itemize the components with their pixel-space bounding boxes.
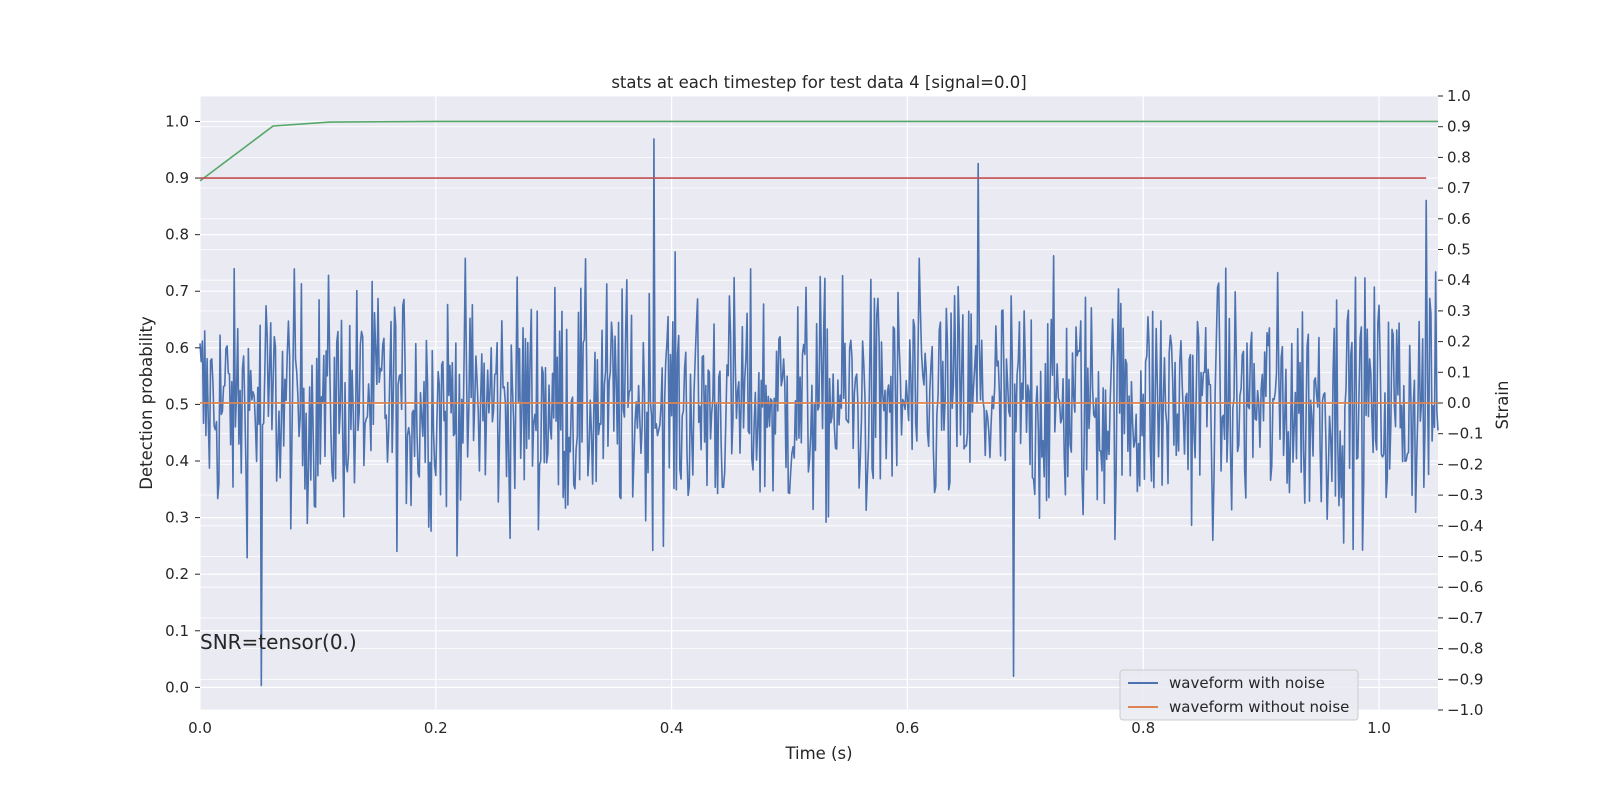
y-right-tick-label: −0.3 <box>1447 486 1483 504</box>
legend-box <box>1119 669 1359 721</box>
y-right-tick-label: 0.0 <box>1447 394 1471 412</box>
y-right-tick-label: 0.5 <box>1447 241 1471 259</box>
series-layer <box>199 120 1439 687</box>
y-left-tick-label: 0.7 <box>165 282 189 300</box>
x-axis-label: Time (s) <box>784 744 852 763</box>
y-right-tick-label: −0.1 <box>1447 425 1483 443</box>
y-right-tick-label: −0.6 <box>1447 578 1483 596</box>
y-left-tick-label: 0.2 <box>165 565 189 583</box>
y-right-tick-label: −0.2 <box>1447 455 1483 473</box>
y-left-tick-label: 1.0 <box>165 112 189 130</box>
y-right-tick-label: 0.4 <box>1447 271 1471 289</box>
y-right-tick-label: −0.5 <box>1447 548 1483 566</box>
y-right-tick-label: 0.6 <box>1447 210 1471 228</box>
y-right-tick-label: −0.8 <box>1447 640 1483 658</box>
series-detection-probability <box>199 120 1438 182</box>
y-left-tick-label: 0.9 <box>165 169 189 187</box>
x-tick-label: 0.8 <box>1131 719 1155 737</box>
y-left-tick-label: 0.8 <box>165 226 189 244</box>
y-left-tick-label: 0.1 <box>165 622 189 640</box>
y-right-tick-label: 1.0 <box>1447 87 1471 105</box>
snr-annotation: SNR=tensor(0.) <box>200 630 357 654</box>
chart-title: stats at each timestep for test data 4 [… <box>611 73 1026 92</box>
y-right-tick-label: 0.3 <box>1447 302 1471 320</box>
y-axis-left-label: Detection probability <box>137 316 156 490</box>
y-left-tick-label: 0.6 <box>165 339 189 357</box>
legend: waveform with noise waveform without noi… <box>1119 669 1359 721</box>
x-tick-label: 0.2 <box>424 719 448 737</box>
legend-entry-noise: waveform with noise <box>1169 674 1325 692</box>
y-right-tick-label: 0.2 <box>1447 333 1471 351</box>
y-right-tick-label: −0.7 <box>1447 609 1483 627</box>
y-axis-right: −1.0 −0.9 −0.8 −0.7 −0.6 −0.5 −0.4 −0.3 −0.2 −0.1… <box>1438 87 1483 719</box>
x-tick-label: 1.0 <box>1367 719 1391 737</box>
y-left-tick-label: 0.3 <box>165 509 189 527</box>
y-left-tick-label: 0.5 <box>165 395 189 413</box>
y-right-tick-label: 0.9 <box>1447 118 1471 136</box>
y-right-tick-label: −1.0 <box>1447 701 1483 719</box>
x-tick-label: 0.4 <box>660 719 684 737</box>
y-right-tick-label: 0.8 <box>1447 148 1471 166</box>
y-left-tick-label: 0.0 <box>165 678 189 696</box>
x-axis: 0.0 0.2 0.4 0.6 0.8 1.0 <box>188 719 1391 737</box>
y-axis-right-label: Strain <box>1493 381 1512 430</box>
y-axis-left: 0.0 0.1 0.2 0.3 0.4 0.5 0.6 0.7 0.8 0.9 1.0 <box>165 112 200 696</box>
x-tick-label: 0.0 <box>188 719 212 737</box>
y-right-tick-label: 0.7 <box>1447 179 1471 197</box>
series-waveform-with-noise <box>199 138 1439 687</box>
y-right-tick-label: −0.9 <box>1447 670 1483 688</box>
x-tick-label: 0.6 <box>895 719 919 737</box>
legend-entry-clean: waveform without noise <box>1169 698 1349 716</box>
y-left-tick-label: 0.4 <box>165 452 189 470</box>
y-right-tick-label: 0.1 <box>1447 363 1471 381</box>
y-right-tick-label: −0.4 <box>1447 517 1483 535</box>
